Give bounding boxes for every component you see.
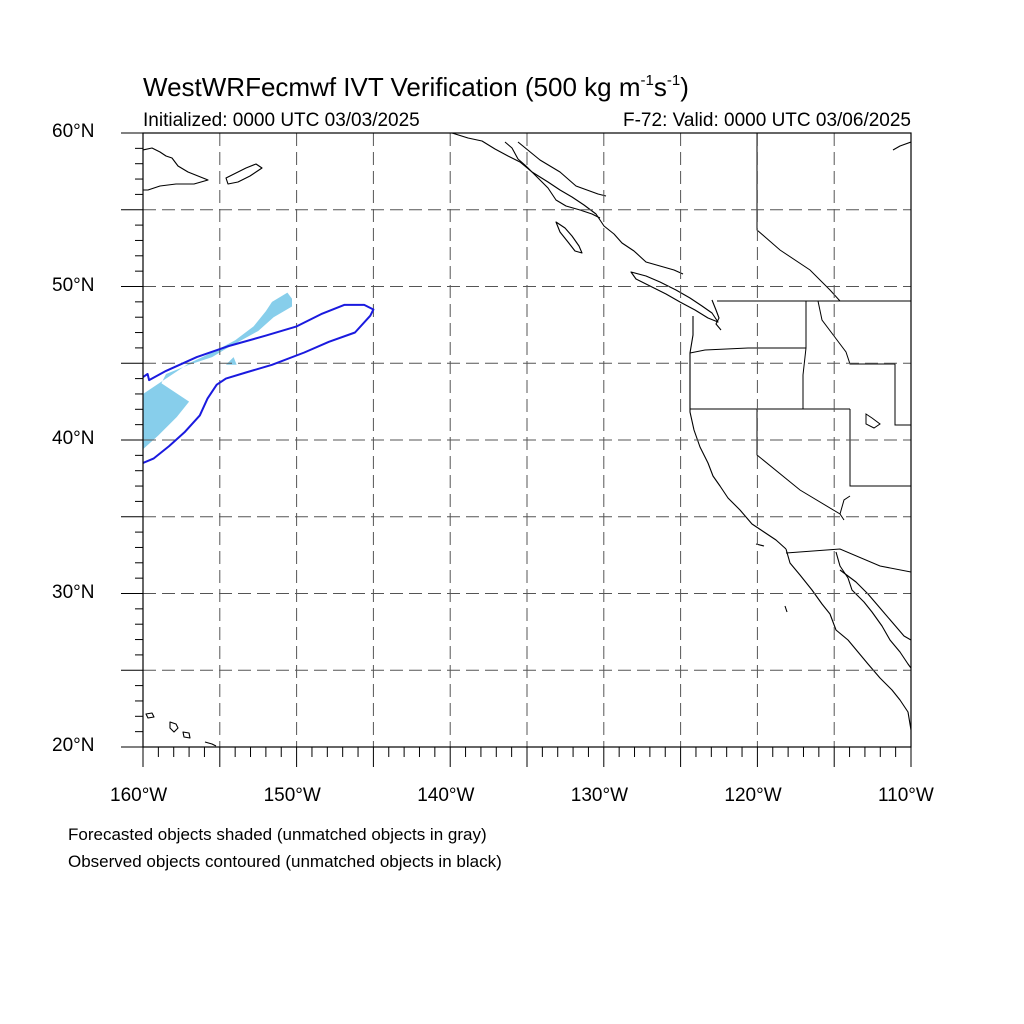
hawaii-small — [204, 741, 217, 747]
hawaii-big-island — [169, 721, 179, 733]
map-title: WestWRFecmwf IVT Verification (500 kg m-… — [143, 72, 689, 102]
idaho-west — [802, 301, 807, 409]
great-salt-lake — [865, 413, 881, 429]
haida-gwaii — [555, 221, 583, 254]
initialized-label: Initialized: 0000 UTC 03/03/2025 — [143, 110, 420, 131]
alaska-sw-coast — [143, 147, 209, 191]
lat-tick-label: 50°N — [52, 274, 95, 296]
hawaii-oahu — [145, 712, 155, 719]
lon-tick-label: 130°W — [570, 785, 629, 806]
southeast-alaska — [892, 141, 911, 151]
observed-footnote: Observed objects contoured (unmatched ob… — [68, 852, 502, 871]
kodiak — [225, 163, 263, 185]
lon-tick-label: 150°W — [263, 785, 321, 806]
forecast-ivt-object — [143, 292, 292, 450]
vancouver-island — [630, 271, 719, 323]
coastline-layer — [143, 133, 911, 747]
lat-tick-label: 30°N — [52, 581, 95, 603]
lat-tick-label: 40°N — [52, 428, 95, 449]
lon-tick-label: 120°W — [724, 785, 782, 806]
arizona-sw — [839, 495, 851, 515]
lon-tick-label: 160°W — [110, 785, 168, 806]
lon-tick-label: 110°W — [878, 785, 934, 806]
lat-tick-label: 20°N — [52, 735, 95, 756]
hawaii-maui — [182, 731, 191, 739]
idaho-montana — [817, 300, 911, 426]
nv-east — [849, 409, 911, 487]
alaska-coast — [451, 133, 684, 275]
bc-coast-north — [504, 141, 601, 219]
lon-tick-label: 140°W — [417, 785, 475, 806]
observed-objects-layer — [143, 303, 375, 464]
bc-border — [517, 141, 607, 197]
gulf-of-california — [839, 569, 911, 641]
puget-sound — [711, 299, 722, 331]
baja-coast — [785, 548, 911, 731]
valid-time-label: F-72: Valid: 0000 UTC 03/06/2025 — [623, 110, 911, 131]
wa-or-border — [689, 347, 806, 354]
us-west-coast — [689, 316, 787, 550]
lat-lon-grid — [143, 133, 911, 747]
mexico-border — [785, 548, 911, 573]
forecast-footnote: Forecasted objects shaded (unmatched obj… — [68, 825, 487, 844]
axis-ticks — [121, 132, 912, 767]
guadalupe — [784, 605, 788, 613]
observed-ivt-contour — [143, 303, 375, 464]
lat-tick-label: 60°N — [52, 121, 95, 142]
